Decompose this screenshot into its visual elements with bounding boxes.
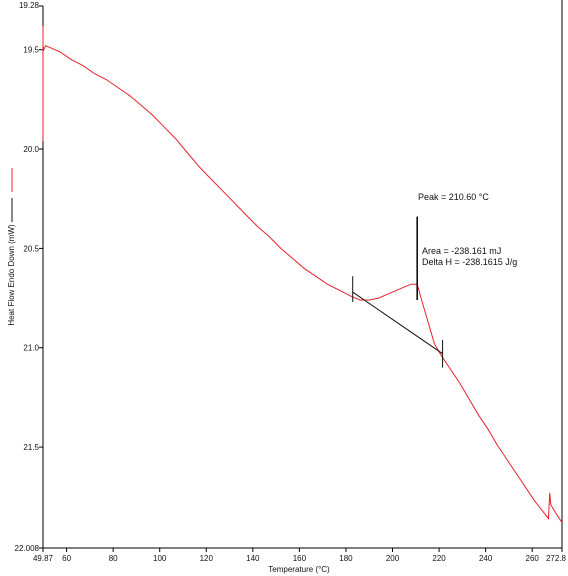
x-tick-label: 160 — [293, 554, 307, 563]
peak-annotation: Peak = 210.60 °C — [418, 192, 489, 202]
heat-flow-curve — [42, 25, 563, 523]
x-tick-label: 272.8 — [546, 554, 567, 563]
y-tick-label: 20.0 — [23, 145, 39, 154]
y-tick-label: 19.28 — [19, 1, 40, 10]
x-tick-label: 100 — [153, 554, 167, 563]
integration-baseline — [352, 291, 443, 355]
x-ticks: 49.87 60 80 100 120 140 160 180 200 220 240 260 272.… — [33, 548, 567, 563]
x-tick-label: 120 — [200, 554, 214, 563]
x-tick-label: 240 — [479, 554, 493, 563]
x-tick-label: 60 — [62, 554, 71, 563]
y-axis-label: Heat Flow Endo Down (mW) — [7, 224, 16, 326]
y-tick-label: 21.0 — [23, 344, 39, 353]
x-tick-label: 220 — [432, 554, 446, 563]
y-tick-label: 20.5 — [23, 244, 39, 253]
x-tick-label: 140 — [246, 554, 260, 563]
delta-h-annotation: Delta H = -238.1615 J/g — [422, 257, 517, 267]
x-axis-label: Temperature (°C) — [268, 565, 330, 574]
y-tick-label: 19.5 — [23, 46, 39, 55]
x-tick-label: 260 — [526, 554, 540, 563]
y-tick-label: 21.5 — [23, 443, 39, 452]
x-tick-label: 49.87 — [33, 554, 54, 563]
y-tick-label: 22.008 — [15, 544, 40, 553]
y-ticks: 19.28 19.5 20.0 20.5 21.0 21.5 22.008 — [15, 1, 43, 553]
x-tick-label: 180 — [339, 554, 353, 563]
x-tick-label: 80 — [109, 554, 118, 563]
integration-markers — [352, 216, 444, 368]
area-annotation: Area = -238.161 mJ — [422, 246, 501, 256]
x-tick-label: 200 — [386, 554, 400, 563]
